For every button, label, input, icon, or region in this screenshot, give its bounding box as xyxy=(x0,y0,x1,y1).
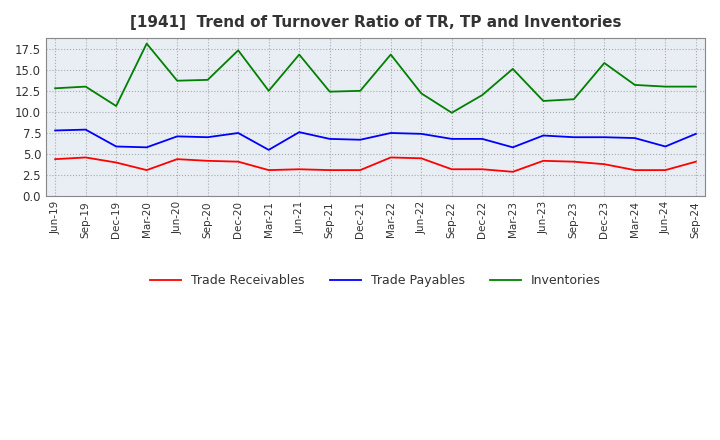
Inventories xyxy=(508,66,517,72)
Trade Payables xyxy=(600,135,608,140)
Trade Payables xyxy=(51,128,60,133)
Trade Receivables xyxy=(539,158,548,164)
Inventories xyxy=(81,84,90,89)
Inventories xyxy=(143,41,151,46)
Line: Trade Payables: Trade Payables xyxy=(55,130,696,150)
Trade Receivables xyxy=(661,168,670,173)
Inventories xyxy=(264,88,273,93)
Inventories xyxy=(295,52,304,57)
Inventories xyxy=(356,88,364,93)
Trade Payables xyxy=(234,130,243,136)
Trade Receivables xyxy=(81,155,90,160)
Trade Payables xyxy=(508,145,517,150)
Trade Payables xyxy=(295,129,304,135)
Inventories xyxy=(478,92,487,98)
Trade Receivables xyxy=(417,156,426,161)
Trade Receivables xyxy=(234,159,243,164)
Trade Payables xyxy=(447,136,456,142)
Inventories xyxy=(234,48,243,53)
Trade Payables xyxy=(387,130,395,136)
Trade Receivables xyxy=(356,168,364,173)
Inventories xyxy=(600,60,608,66)
Title: [1941]  Trend of Turnover Ratio of TR, TP and Inventories: [1941] Trend of Turnover Ratio of TR, TP… xyxy=(130,15,621,30)
Trade Receivables xyxy=(264,168,273,173)
Trade Receivables xyxy=(112,160,120,165)
Trade Receivables xyxy=(508,169,517,174)
Inventories xyxy=(173,78,181,83)
Trade Payables xyxy=(112,144,120,149)
Trade Receivables xyxy=(478,167,487,172)
Inventories xyxy=(570,97,578,102)
Trade Payables xyxy=(691,131,700,136)
Trade Payables xyxy=(631,136,639,141)
Inventories xyxy=(387,52,395,57)
Trade Payables xyxy=(143,145,151,150)
Trade Receivables xyxy=(173,157,181,162)
Trade Receivables xyxy=(447,167,456,172)
Inventories xyxy=(112,103,120,109)
Trade Receivables xyxy=(631,168,639,173)
Trade Receivables xyxy=(691,159,700,164)
Legend: Trade Receivables, Trade Payables, Inventories: Trade Receivables, Trade Payables, Inven… xyxy=(145,269,606,292)
Inventories xyxy=(661,84,670,89)
Trade Payables xyxy=(203,135,212,140)
Inventories xyxy=(691,84,700,89)
Line: Inventories: Inventories xyxy=(55,44,696,113)
Trade Payables xyxy=(570,135,578,140)
Trade Payables xyxy=(264,147,273,153)
Trade Receivables xyxy=(143,168,151,173)
Inventories xyxy=(631,82,639,88)
Inventories xyxy=(447,110,456,115)
Trade Receivables xyxy=(600,161,608,167)
Trade Receivables xyxy=(51,157,60,162)
Inventories xyxy=(203,77,212,83)
Trade Receivables xyxy=(295,167,304,172)
Trade Payables xyxy=(661,144,670,149)
Line: Trade Receivables: Trade Receivables xyxy=(55,158,696,172)
Trade Receivables xyxy=(203,158,212,164)
Trade Payables xyxy=(356,137,364,143)
Trade Payables xyxy=(81,127,90,132)
Trade Receivables xyxy=(570,159,578,164)
Trade Payables xyxy=(478,136,487,142)
Trade Receivables xyxy=(387,155,395,160)
Trade Payables xyxy=(539,133,548,138)
Trade Payables xyxy=(417,131,426,136)
Inventories xyxy=(539,98,548,103)
Trade Receivables xyxy=(325,168,334,173)
Trade Payables xyxy=(325,136,334,142)
Inventories xyxy=(51,86,60,91)
Trade Payables xyxy=(173,134,181,139)
Inventories xyxy=(417,91,426,96)
Inventories xyxy=(325,89,334,94)
